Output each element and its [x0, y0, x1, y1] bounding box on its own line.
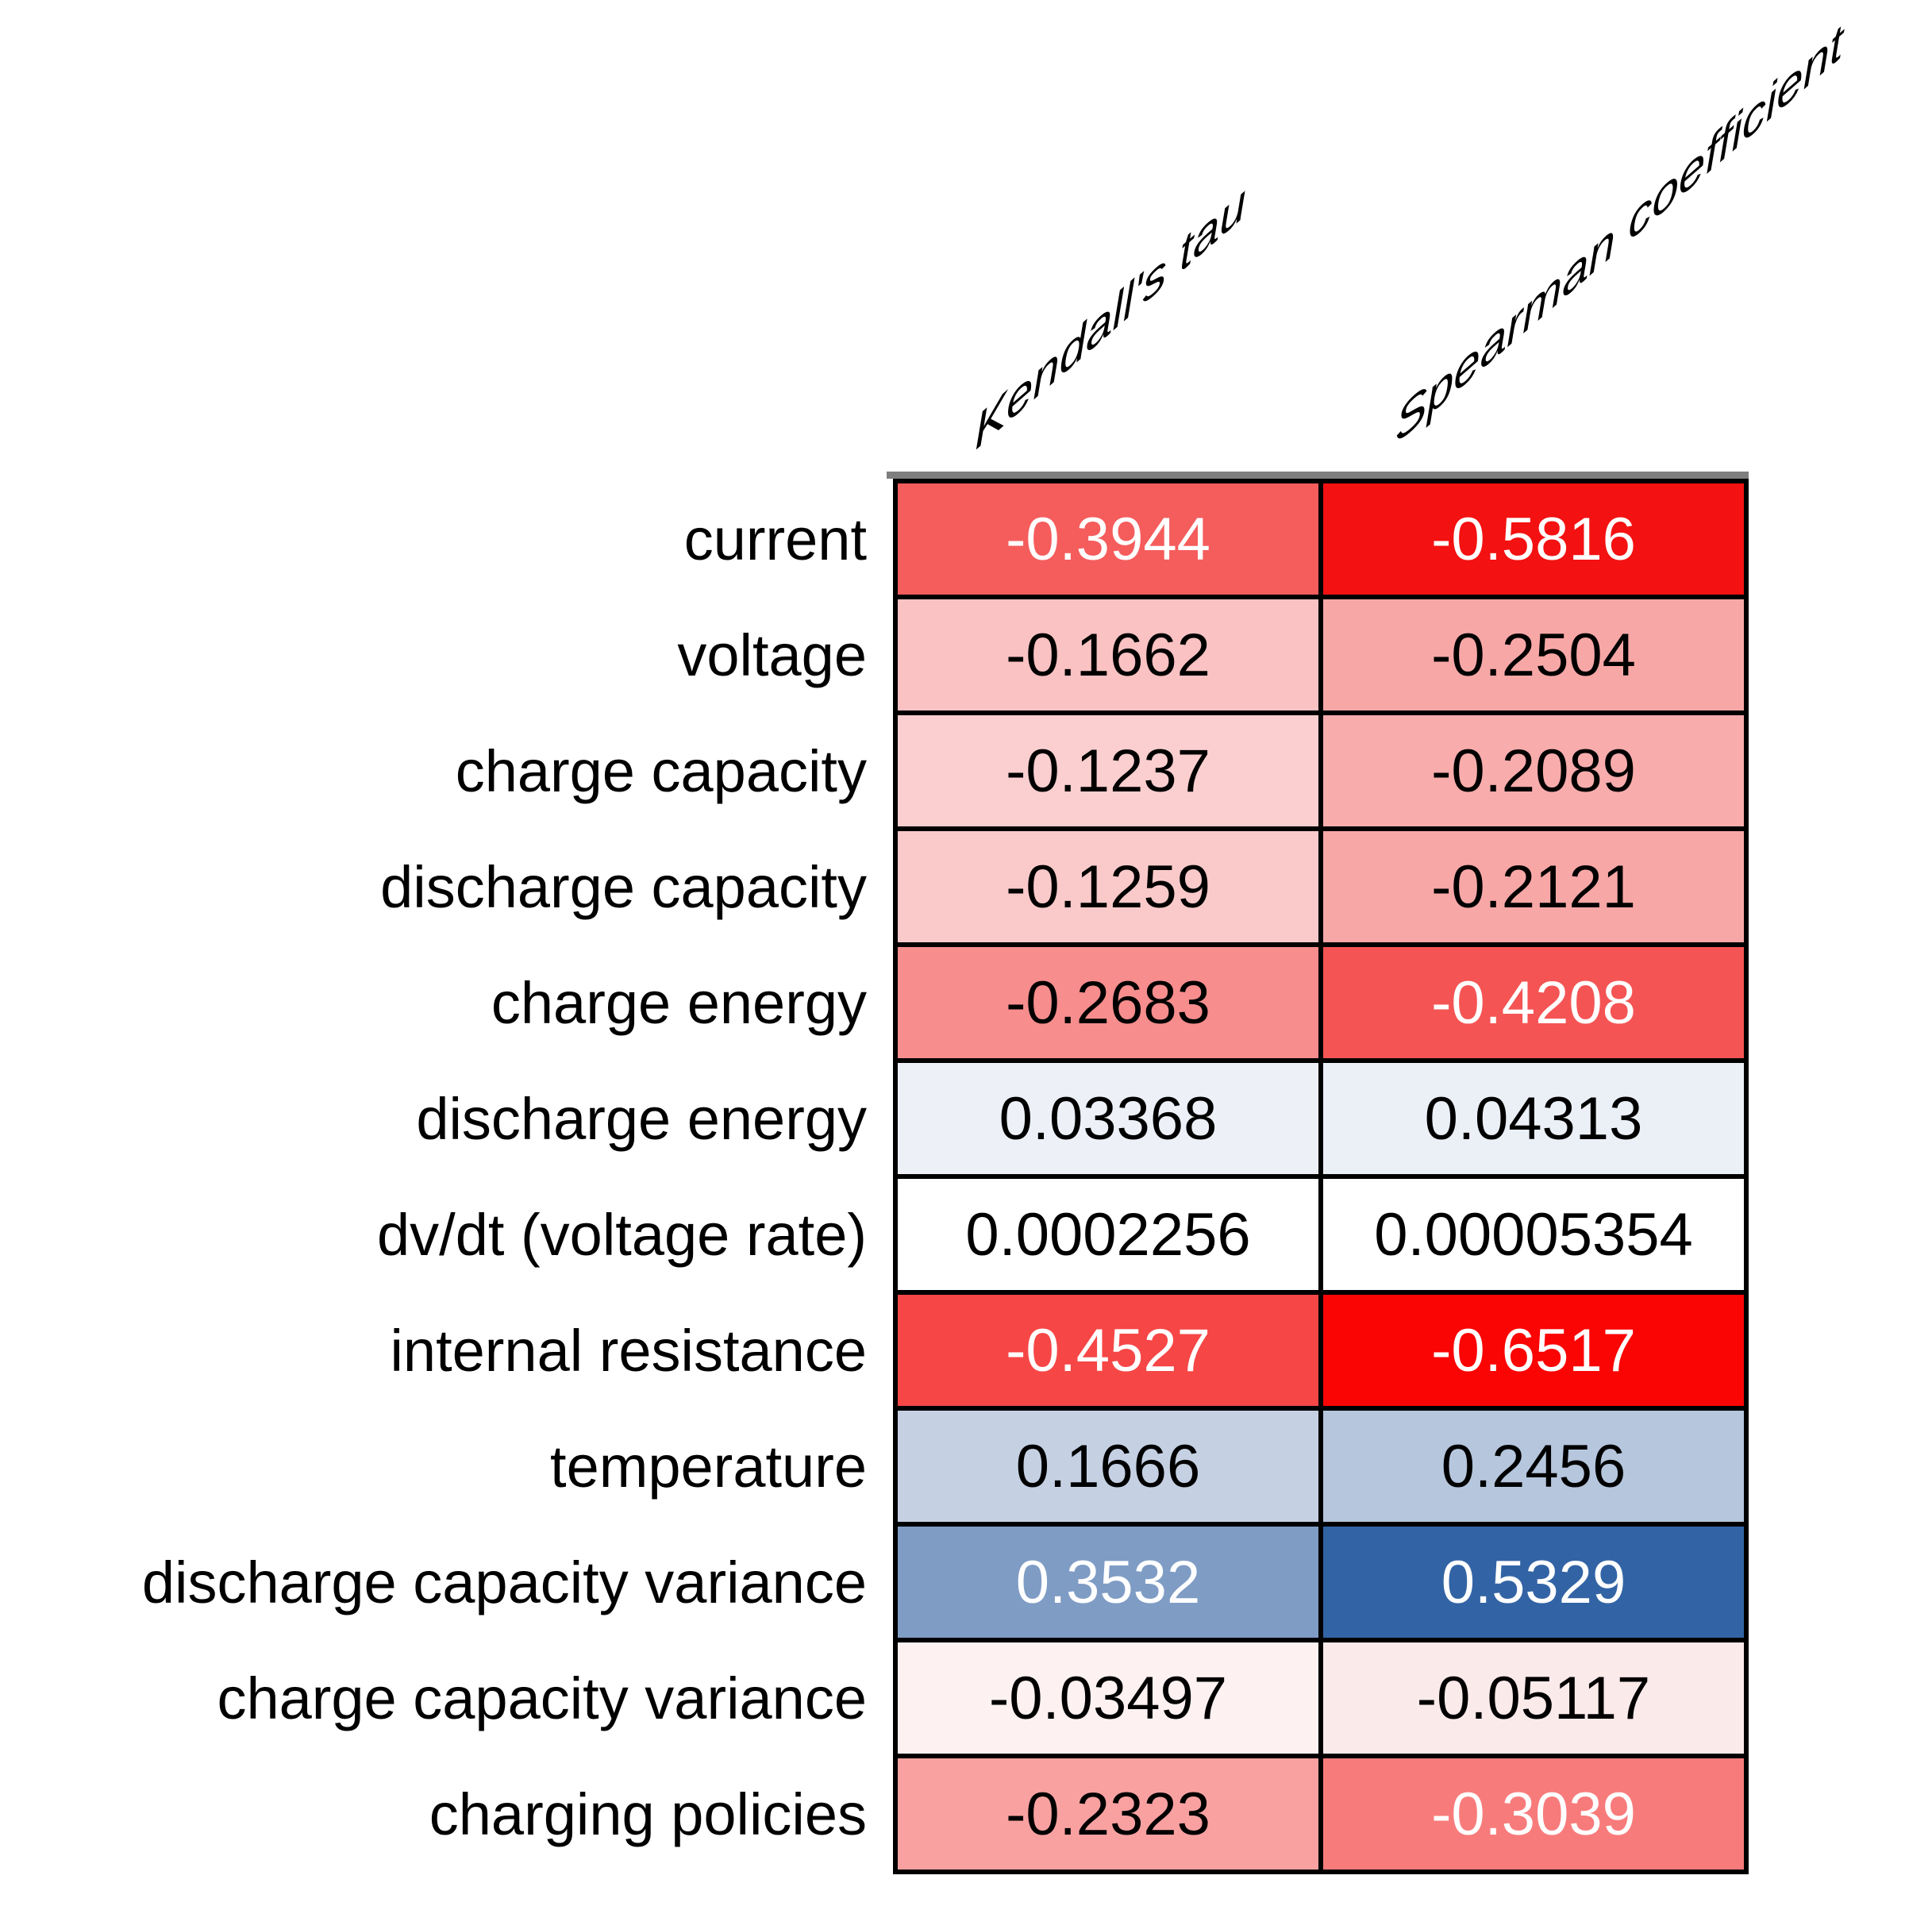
- row-label: charging policies: [429, 1781, 867, 1847]
- heatmap-cell-kendall: -0.4527: [898, 1295, 1318, 1406]
- heatmap-cell-spearman: -0.5816: [1323, 483, 1744, 595]
- heatmap-grid: -0.3944 -0.5816 -0.1662 -0.2504 -0.1237 -0.20…: [893, 479, 1749, 1874]
- heatmap-cell-spearman: -0.2504: [1323, 599, 1744, 710]
- column-header-spearman-coefficient: Spearman coefficient: [1395, 13, 1843, 455]
- row-label: temperature: [550, 1433, 867, 1500]
- heatmap-cell-spearman: -0.2121: [1323, 831, 1744, 942]
- row-label: current: [683, 506, 867, 572]
- heatmap-cell-spearman: 0.5329: [1323, 1527, 1744, 1638]
- table-top-gray-bar: [887, 472, 1749, 479]
- row-label: charge capacity: [455, 737, 867, 804]
- row-label: discharge capacity variance: [141, 1549, 867, 1615]
- heatmap-cell-spearman: -0.2089: [1323, 715, 1744, 826]
- row-label: voltage: [677, 622, 867, 688]
- heatmap-cell-spearman: -0.4208: [1323, 947, 1744, 1058]
- heatmap-cell-kendall: 0.1666: [898, 1411, 1318, 1522]
- heatmap-cell-kendall: 0.3532: [898, 1527, 1318, 1638]
- row-label: dv/dt (voltage rate): [377, 1201, 867, 1268]
- heatmap-cell-spearman: -0.3039: [1323, 1758, 1744, 1870]
- heatmap-cell-kendall: -0.2683: [898, 947, 1318, 1058]
- heatmap-cell-kendall: -0.2323: [898, 1758, 1318, 1870]
- heatmap-cell-kendall: -0.1259: [898, 831, 1318, 942]
- row-label: internal resistance: [390, 1317, 867, 1384]
- heatmap-cell-kendall: -0.3944: [898, 483, 1318, 595]
- heatmap-cell-kendall: 0.03368: [898, 1063, 1318, 1174]
- row-label: charge capacity variance: [217, 1665, 867, 1731]
- heatmap-cell-spearman: 0.04313: [1323, 1063, 1744, 1174]
- heatmap-cell-kendall: -0.1237: [898, 715, 1318, 826]
- heatmap-cell-kendall: 0.0002256: [898, 1179, 1318, 1290]
- heatmap-cell-spearman: 0.00005354: [1323, 1179, 1744, 1290]
- heatmap-cell-spearman: -0.6517: [1323, 1295, 1744, 1406]
- column-header-kendalls-tau: Kendall's tau: [975, 171, 1246, 461]
- heatmap-cell-kendall: -0.1662: [898, 599, 1318, 710]
- row-label: charge energy: [491, 969, 867, 1036]
- heatmap-cell-spearman: -0.05117: [1323, 1642, 1744, 1754]
- heatmap-cell-kendall: -0.03497: [898, 1642, 1318, 1754]
- row-label: discharge energy: [416, 1085, 867, 1152]
- heatmap-cell-spearman: 0.2456: [1323, 1411, 1744, 1522]
- row-label: discharge capacity: [380, 853, 867, 920]
